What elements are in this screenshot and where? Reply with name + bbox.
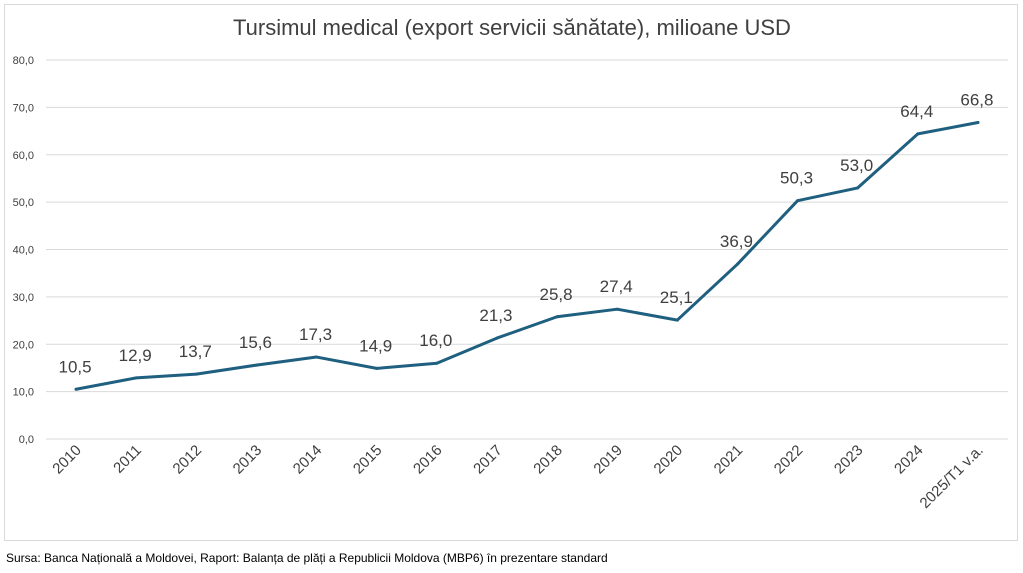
data-label: 36,9 — [720, 232, 753, 251]
source-note: Sursa: Banca Națională a Moldovei, Rapor… — [6, 551, 608, 565]
x-tick-label: 2012 — [170, 442, 206, 478]
data-label: 66,8 — [960, 91, 993, 110]
series-line — [74, 121, 980, 391]
data-label: 50,3 — [780, 169, 813, 188]
data-point — [194, 372, 198, 376]
line-chart: Tursimul medical (export servicii sănăta… — [13, 15, 1008, 512]
data-point — [375, 366, 379, 370]
x-tick-label: 2020 — [651, 442, 687, 478]
x-axis-ticks: 2010 2011 2012 2013 2014 2015 2016 2017 2018 2019… — [49, 442, 986, 512]
data-label: 17,3 — [299, 325, 332, 344]
x-tick-label: 2019 — [590, 442, 626, 478]
y-tick-label: 40,0 — [13, 245, 34, 257]
data-label: 53,0 — [840, 156, 873, 175]
data-label: 16,0 — [419, 331, 452, 350]
data-label: 13,7 — [179, 342, 212, 361]
y-tick-label: 0,0 — [19, 434, 34, 446]
data-labels: 10,5 12,9 13,7 15,6 17,3 14,9 16,0 21,3 25,8 27,4… — [59, 91, 994, 377]
x-tick-label: 2013 — [230, 442, 266, 478]
x-tick-label: 2022 — [771, 442, 807, 478]
y-tick-label: 50,0 — [13, 197, 34, 209]
x-tick-label: 2023 — [831, 442, 867, 478]
data-point — [976, 121, 980, 125]
gridlines — [46, 59, 1008, 440]
data-point — [615, 307, 619, 311]
data-label: 12,9 — [119, 346, 152, 365]
data-label: 21,3 — [479, 306, 512, 325]
data-label: 25,8 — [540, 285, 573, 304]
data-label: 64,4 — [900, 102, 933, 121]
data-label: 15,6 — [239, 333, 272, 352]
x-tick-label: 2025/T1 v.a. — [917, 442, 987, 512]
x-tick-label: 2017 — [470, 442, 506, 478]
data-label: 14,9 — [359, 336, 392, 355]
data-point — [74, 387, 78, 391]
data-point — [916, 132, 920, 136]
chart-title: Tursimul medical (export servicii sănăta… — [233, 15, 791, 40]
series-group — [74, 121, 980, 391]
x-tick-label: 2014 — [290, 442, 326, 478]
data-point — [315, 355, 319, 359]
x-tick-label: 2021 — [711, 442, 747, 478]
data-point — [254, 363, 258, 367]
x-tick-label: 2016 — [410, 442, 446, 478]
data-point — [735, 262, 739, 266]
x-tick-label: 2015 — [350, 442, 386, 478]
data-point — [555, 315, 559, 319]
y-axis-ticks: 0,0 10,0 20,0 30,0 40,0 50,0 60,0 70,0 80,0 — [13, 55, 34, 446]
data-point — [796, 199, 800, 203]
data-point — [134, 376, 138, 380]
y-tick-label: 20,0 — [13, 339, 34, 351]
data-point — [495, 336, 499, 340]
data-point — [675, 318, 679, 322]
y-tick-label: 30,0 — [13, 292, 34, 304]
data-label: 25,1 — [660, 288, 693, 307]
y-tick-label: 10,0 — [13, 387, 34, 399]
data-label: 27,4 — [600, 277, 633, 296]
x-tick-label: 2011 — [110, 442, 145, 477]
data-point — [435, 361, 439, 365]
x-tick-label: 2010 — [49, 442, 85, 478]
y-tick-label: 60,0 — [13, 150, 34, 162]
y-tick-label: 80,0 — [13, 55, 34, 67]
data-point — [856, 186, 860, 190]
x-tick-label: 2024 — [891, 442, 927, 478]
x-tick-label: 2018 — [530, 442, 566, 478]
data-label: 10,5 — [59, 357, 92, 376]
y-tick-label: 70,0 — [13, 102, 34, 114]
chart-area — [4, 4, 1018, 541]
